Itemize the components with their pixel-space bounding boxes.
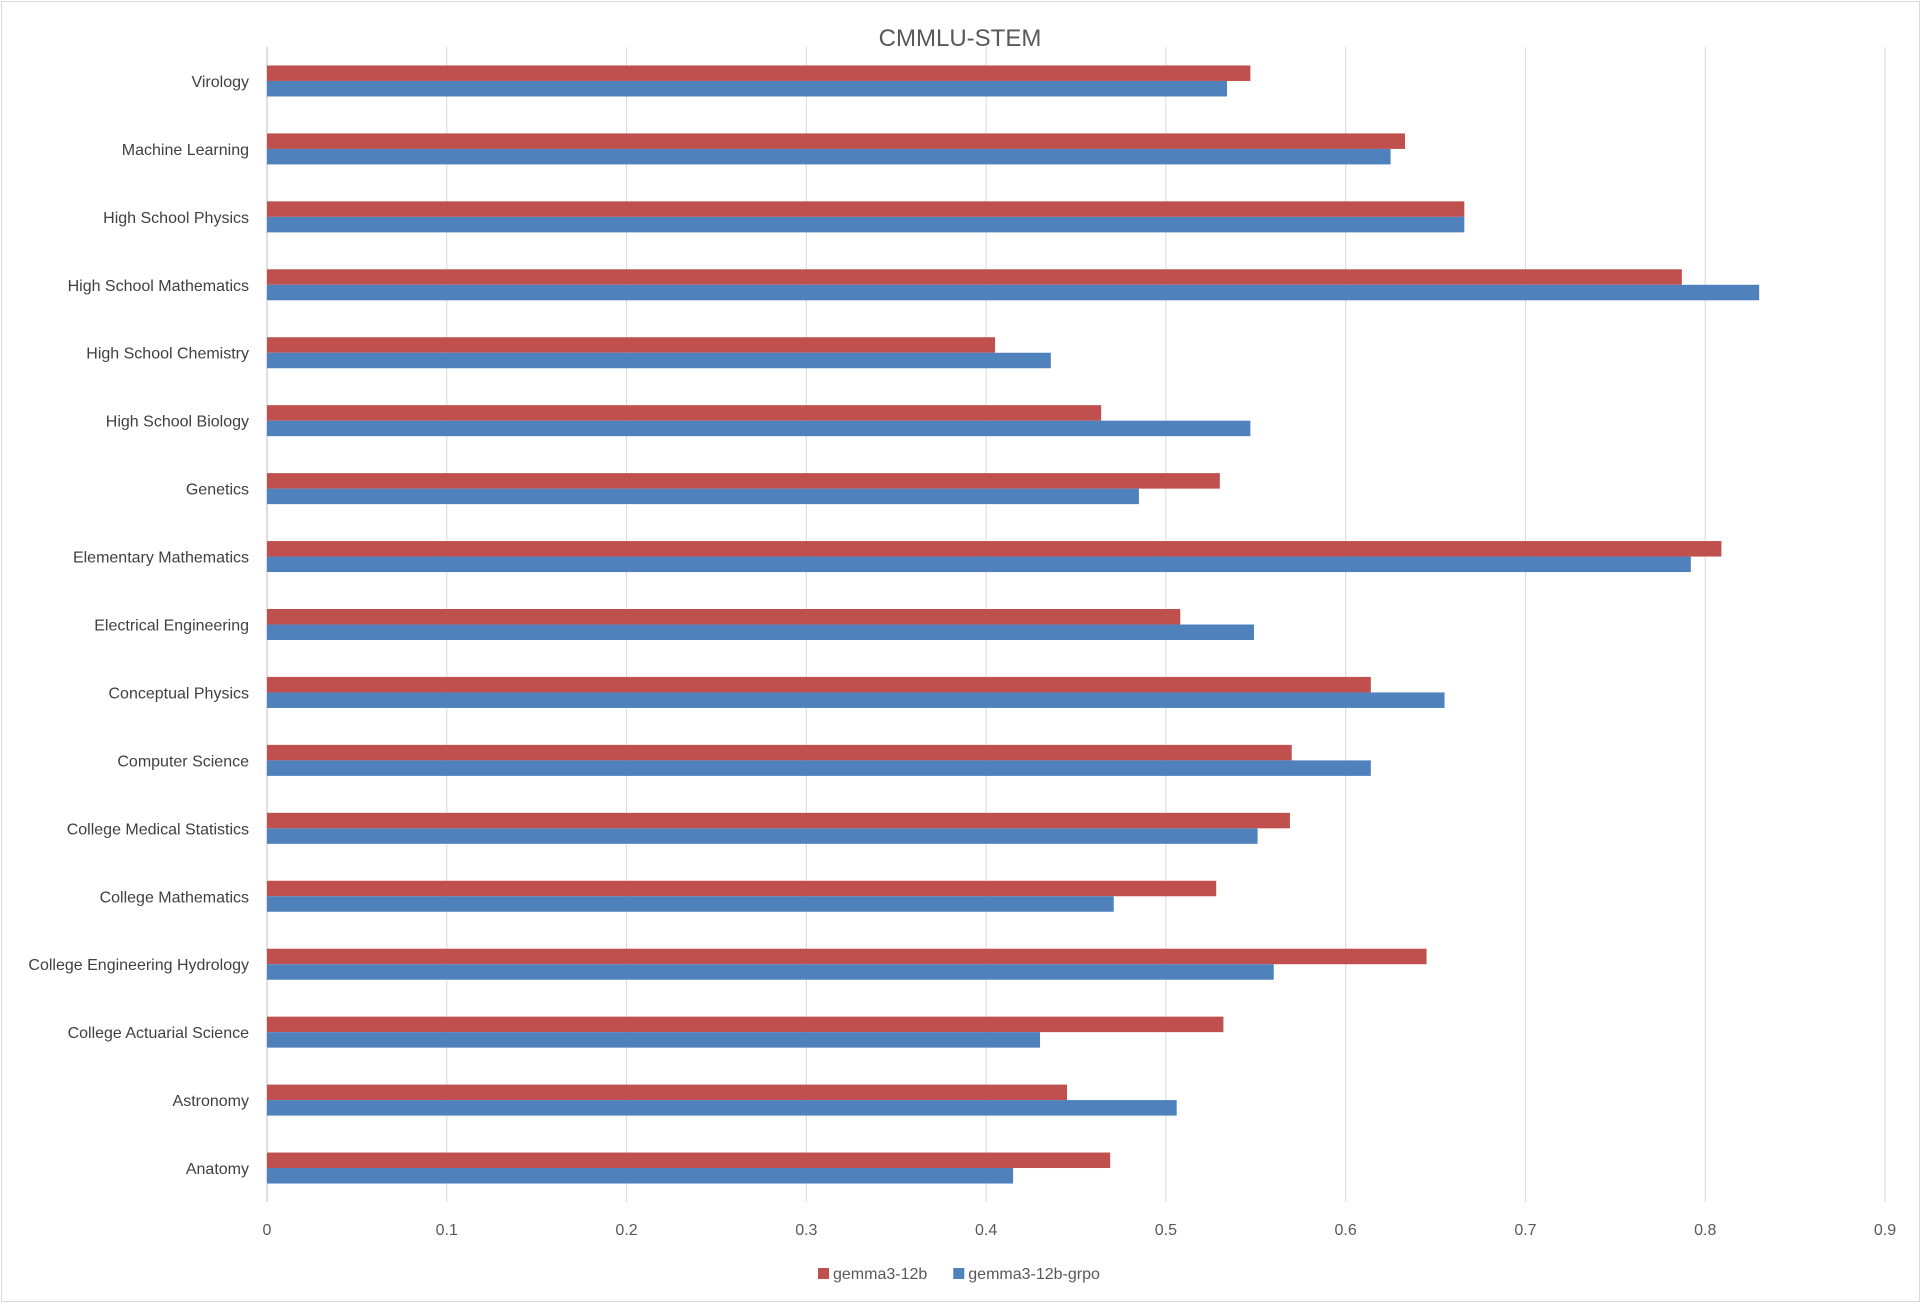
category-label: Anatomy — [186, 1161, 249, 1178]
bar-gemma3-12b — [267, 609, 1181, 625]
category-label: High School Mathematics — [68, 278, 249, 295]
bar-gemma3-12b-grpo — [267, 828, 1258, 844]
category-label: Computer Science — [117, 753, 249, 770]
bar-gemma3-12b-grpo — [267, 556, 1691, 573]
bar-gemma3-12b — [267, 65, 1251, 81]
x-tick-label: 0.8 — [1694, 1222, 1716, 1239]
legend-label: gemma3-12b-grpo — [968, 1266, 1100, 1283]
legend-swatch — [953, 1268, 965, 1279]
bar-gemma3-12b — [267, 405, 1102, 421]
bar-gemma3-12b — [267, 1016, 1224, 1033]
x-tick-label: 0.6 — [1335, 1222, 1357, 1239]
x-tick-label: 0.9 — [1874, 1222, 1896, 1239]
category-label: High School Chemistry — [86, 346, 249, 363]
bar-gemma3-12b — [267, 201, 1465, 217]
category-label: High School Biology — [106, 414, 249, 431]
legend-swatch — [818, 1268, 829, 1279]
x-tick-label: 0.2 — [615, 1222, 637, 1239]
x-tick-label: 0.1 — [436, 1222, 458, 1239]
bar-gemma3-12b-grpo — [267, 1100, 1177, 1116]
bar-gemma3-12b — [267, 948, 1427, 965]
bar-gemma3-12b — [267, 676, 1371, 693]
category-label: College Mathematics — [100, 889, 249, 906]
bar-gemma3-12b-grpo — [267, 760, 1371, 776]
category-label: High School Physics — [103, 210, 249, 227]
x-tick-label: 0.4 — [975, 1222, 997, 1239]
bar-gemma3-12b-grpo — [267, 692, 1445, 708]
bar-gemma3-12b-grpo — [267, 896, 1114, 912]
bar-gemma3-12b — [267, 337, 996, 353]
legend: gemma3-12b gemma3-12b-grpo — [818, 1266, 1100, 1283]
bar-gemma3-12b — [267, 269, 1682, 285]
legend-label: gemma3-12b — [833, 1266, 927, 1283]
category-label: Machine Learning — [122, 142, 249, 159]
bars — [267, 65, 1760, 1184]
category-label: Conceptual Physics — [108, 685, 249, 702]
bar-gemma3-12b-grpo — [267, 80, 1228, 97]
bar-gemma3-12b — [267, 473, 1220, 489]
category-label: Electrical Engineering — [94, 618, 249, 635]
bar-gemma3-12b-grpo — [267, 964, 1274, 980]
bar-gemma3-12b-grpo — [267, 216, 1465, 233]
chart-title: CMMLU-STEM — [879, 25, 1042, 52]
category-label: College Medical Statistics — [67, 821, 249, 838]
bar-gemma3-12b-grpo — [267, 148, 1391, 165]
bar-gemma3-12b — [267, 1152, 1111, 1169]
bar-gemma3-12b-grpo — [267, 624, 1254, 640]
bar-gemma3-12b-grpo — [267, 1168, 1014, 1184]
category-label: Virology — [191, 74, 249, 91]
x-tick-label: 0.3 — [795, 1222, 817, 1239]
bar-gemma3-12b — [267, 880, 1217, 897]
x-tick-labels: 0 0.1 0.2 0.3 0.4 0.5 0.6 0.7 0.8 0.9 — [263, 1222, 1897, 1239]
bar-gemma3-12b — [267, 133, 1405, 149]
category-label: Astronomy — [173, 1093, 249, 1110]
category-label: College Engineering Hydrology — [28, 957, 249, 974]
bar-gemma3-12b — [267, 812, 1290, 829]
category-labels: Virology Machine Learning High School Phys… — [28, 74, 249, 1178]
x-tick-label: 0.7 — [1514, 1222, 1536, 1239]
bar-gemma3-12b-grpo — [267, 420, 1251, 437]
bar-gemma3-12b-grpo — [267, 488, 1139, 505]
bar-gemma3-12b-grpo — [267, 352, 1051, 369]
category-label: College Actuarial Science — [68, 1025, 250, 1042]
bar-gemma3-12b-grpo — [267, 1032, 1041, 1048]
x-tick-label: 0 — [263, 1222, 272, 1239]
bar-gemma3-12b — [267, 1084, 1068, 1101]
bar-gemma3-12b — [267, 744, 1292, 761]
category-label: Elementary Mathematics — [73, 550, 249, 567]
x-tick-label: 0.5 — [1155, 1222, 1177, 1239]
bar-gemma3-12b — [267, 541, 1722, 557]
category-label: Genetics — [186, 482, 249, 499]
bar-gemma3-12b-grpo — [267, 284, 1760, 301]
